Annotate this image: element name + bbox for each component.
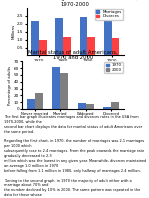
Bar <box>80 17 87 55</box>
Bar <box>60 73 68 109</box>
Bar <box>104 19 112 55</box>
Bar <box>78 103 86 109</box>
Bar <box>27 99 35 109</box>
Title: Number of marriages and divorces in the USA,
1970-2000: Number of marriages and divorces in the … <box>14 0 137 7</box>
Bar <box>87 37 95 55</box>
Bar <box>103 107 111 109</box>
Legend: Marriages, Divorces: Marriages, Divorces <box>95 9 123 20</box>
Bar <box>39 40 47 55</box>
Bar <box>63 37 71 55</box>
Bar <box>35 93 43 109</box>
Text: The first bar graph illustrates marriages and divorces rates in the USA from 197: The first bar graph illustrates marriage… <box>4 115 147 198</box>
Bar <box>111 102 119 109</box>
Y-axis label: Percentage of adults: Percentage of adults <box>8 66 12 105</box>
Bar <box>112 38 119 55</box>
Y-axis label: Millions: Millions <box>11 24 15 39</box>
Title: Marital status of adult Americans,
1970 and 2000: Marital status of adult Americans, 1970 … <box>28 50 118 60</box>
Bar <box>55 18 63 55</box>
Legend: 1970, 2000: 1970, 2000 <box>104 62 123 73</box>
Bar <box>52 67 60 109</box>
Bar <box>31 21 39 55</box>
Bar <box>86 104 94 109</box>
